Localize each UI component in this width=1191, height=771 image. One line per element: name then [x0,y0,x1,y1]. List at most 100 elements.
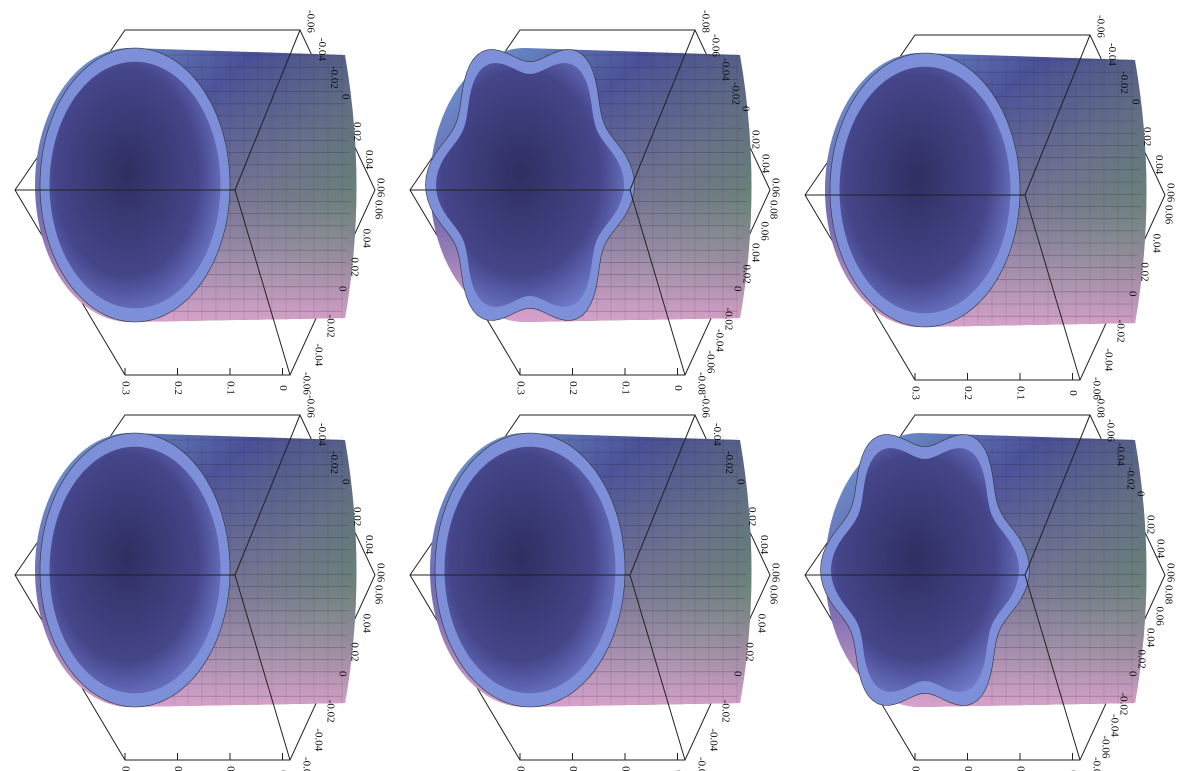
y-tick-label: -0.06 [304,10,316,33]
y-tick-label: -0.02 [1124,467,1136,490]
y-tick-label: 0.02 [351,507,363,526]
x-tick-label: -0.02 [1114,320,1126,343]
y-tick-label: -0.04 [316,423,328,446]
y-tick-label: 0.04 [1153,155,1165,175]
x-tick-label: 0.04 [1144,628,1156,648]
plot-panel: 0.30.20.10-0.08-0.06-0.04-0.0200.020.040… [410,10,781,395]
x-tick-label: 0.02 [1135,650,1147,669]
x-tick-label: 0.02 [348,642,360,661]
y-tick-label: -0.08 [1094,395,1106,418]
surface [35,433,357,707]
x-tick-label: 0.04 [360,229,372,249]
z-tick-label: 0.3 [909,386,921,400]
x-tick-label: -0.04 [312,343,324,366]
x-tick-label: -0.08 [695,372,707,395]
y-tick-label: 0.04 [758,535,770,555]
surface-opening [840,67,1011,314]
plot-panel: 0.30.20.10-0.08-0.06-0.04-0.0200.020.040… [805,395,1176,771]
y-tick-label: -0.06 [709,34,721,57]
y-tick-label: -0.02 [723,451,735,474]
x-tick-label: -0.06 [704,351,716,374]
x-tick-label: 0.02 [743,642,755,661]
y-tick-label: 0.04 [363,535,375,555]
x-tick-label: 0.06 [1162,205,1174,225]
z-tick-label: 0.3 [119,381,131,395]
y-tick-label: -0.08 [699,10,711,33]
z-tick-label: 0.1 [619,766,631,771]
surface [426,48,752,322]
z-tick-label: 0 [672,385,684,391]
y-tick-label: 0 [339,479,351,485]
x-tick-label: -0.02 [324,315,336,338]
x-tick-label: 0 [1126,291,1138,297]
y-tick-label: 0.02 [1141,127,1153,146]
y-tick-label: -0.02 [328,66,340,89]
y-tick-label: 0.06 [769,563,781,583]
x-tick-label: 0.04 [1150,234,1162,254]
x-tick-label: -0.04 [1102,348,1114,371]
z-tick-label: 0.3 [909,766,921,771]
x-tick-label: -0.06 [1099,736,1111,759]
x-tick-label: 0.06 [767,585,779,605]
z-tick-label: 0.1 [224,766,236,771]
x-tick-label: 0.02 [348,257,360,276]
y-tick-label: 0.06 [374,178,386,198]
x-tick-label: 0.02 [740,265,752,284]
x-tick-label: -0.02 [719,700,731,723]
x-tick-label: -0.06 [300,757,312,771]
y-tick-label: -0.04 [711,423,723,446]
y-tick-label: 0.06 [769,178,781,198]
z-tick-label: 0.3 [119,766,131,771]
x-tick-label: -0.02 [324,700,336,723]
x-tick-label: 0.08 [767,200,779,220]
surface [35,48,357,322]
z-tick-label: 0 [277,385,289,391]
x-tick-label: -0.04 [1108,714,1120,737]
y-tick-label: 0 [339,94,351,100]
x-tick-label: -0.08 [1090,757,1102,771]
y-tick-label: 0.04 [759,154,771,174]
plot-panel: 0.30.20.10-0.06-0.04-0.0200.020.040.060.… [410,395,781,771]
surface [821,433,1147,707]
x-tick-label: 0.04 [360,614,372,634]
surface [430,433,752,707]
z-tick-label: 0.2 [172,381,184,395]
z-tick-label: 0.2 [567,381,579,395]
figure: 0.30.20.10-0.06-0.04-0.0200.020.040.060.… [0,0,1191,771]
y-tick-label: 0.02 [351,122,363,141]
y-tick-label: -0.04 [719,58,731,81]
x-tick-label: -0.04 [312,728,324,751]
y-tick-label: 0.06 [374,563,386,583]
x-tick-label: -0.04 [713,329,725,352]
z-tick-label: 0 [1067,390,1079,396]
y-tick-label: -0.06 [304,395,316,418]
x-tick-label: -0.02 [1117,693,1129,716]
x-tick-label: 0.02 [1138,262,1150,281]
y-tick-label: 0.02 [749,130,761,149]
x-tick-label: -0.04 [707,728,719,751]
z-tick-label: 0.2 [962,766,974,771]
z-tick-label: 0.1 [1014,766,1026,771]
y-tick-label: 0.04 [1154,539,1166,559]
plot-panel: 0.30.20.10-0.06-0.04-0.0200.020.040.060.… [15,395,386,771]
x-tick-label: -0.06 [695,757,707,771]
x-tick-label: 0.06 [1153,607,1165,627]
z-tick-label: 0.1 [224,381,236,395]
x-tick-label: 0.06 [758,222,770,242]
x-tick-label: 0.04 [749,243,761,263]
z-tick-label: 0.1 [1014,386,1026,400]
z-tick-label: 0.3 [514,381,526,395]
y-tick-label: 0 [739,106,751,112]
y-tick-label: -0.06 [1094,15,1106,38]
x-tick-label: 0.06 [372,585,384,605]
x-tick-label: 0 [336,671,348,677]
y-tick-label: 0 [1134,491,1146,497]
y-tick-label: 0 [734,479,746,485]
y-tick-label: 0.04 [363,150,375,170]
z-tick-label: 0.2 [172,766,184,771]
x-tick-label: 0.04 [755,614,767,634]
surface-opening [50,62,221,309]
y-tick-label: -0.02 [328,451,340,474]
